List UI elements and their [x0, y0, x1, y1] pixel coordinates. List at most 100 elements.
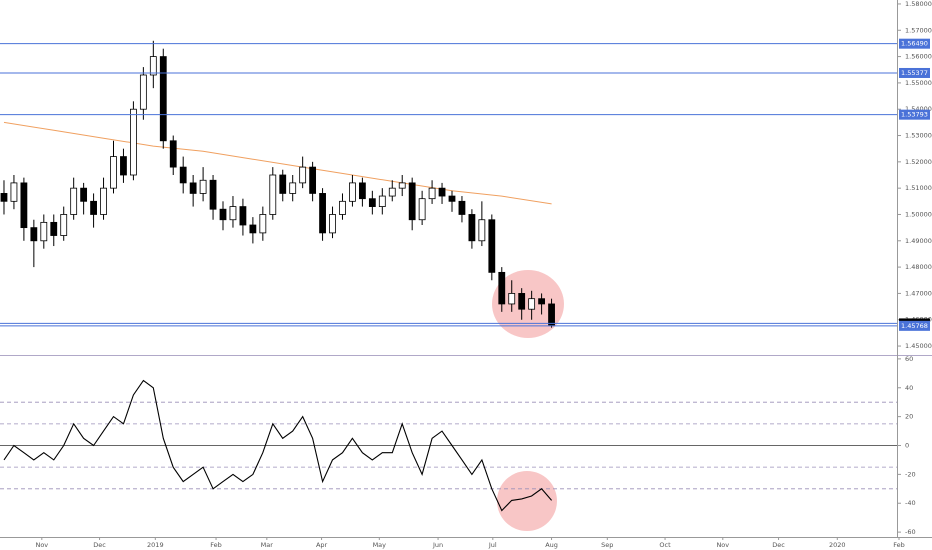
oscillator-line: [3, 379, 553, 512]
candle-body: [448, 195, 456, 202]
candle-body: [358, 182, 366, 200]
candle-body: [339, 200, 346, 215]
candle-body: [90, 200, 97, 215]
level-label: 1.45768: [901, 322, 928, 330]
x-tick-label: Sep: [601, 541, 613, 549]
y-tick-label: 1.52000: [905, 158, 932, 166]
y-tick-label: -60: [905, 528, 916, 536]
y-tick-label: 1.48000: [905, 263, 932, 271]
x-tick-label: Aug: [545, 541, 558, 549]
candle-body: [70, 187, 78, 215]
candle-body: [388, 187, 396, 197]
x-tick-label: Dec: [772, 541, 785, 549]
x-tick-label: Nov: [35, 541, 48, 549]
y-tick-label: -20: [905, 470, 916, 478]
candle-body: [130, 108, 137, 176]
candle-body: [498, 271, 506, 305]
candle-body: [60, 214, 68, 236]
candle-body: [468, 214, 476, 242]
candle-body: [329, 214, 336, 234]
candle-body: [508, 293, 516, 305]
candle-body: [289, 182, 297, 194]
candle-body: [368, 198, 376, 207]
y-tick-label: 1.47000: [905, 289, 932, 297]
candle-body: [319, 193, 326, 234]
y-tick-label: 1.57000: [905, 26, 932, 34]
y-tick-label: 60: [905, 355, 913, 363]
candle-body: [50, 221, 58, 236]
candle-body: [189, 182, 197, 194]
level-label: 1.53793: [901, 111, 928, 119]
candle-body: [249, 224, 257, 234]
candle-body: [219, 208, 227, 221]
candle-body: [279, 174, 287, 194]
y-tick-label: 1.53000: [905, 132, 932, 140]
y-tick-label: 0: [905, 442, 909, 450]
y-tick-label: 1.55000: [905, 79, 932, 87]
candle-body: [349, 182, 356, 202]
candle-body: [438, 187, 446, 197]
candle-body: [20, 182, 28, 229]
x-tick-label: May: [373, 541, 387, 549]
x-tick-label: Dec: [93, 541, 106, 549]
y-tick-label: -40: [905, 499, 916, 507]
candle-body: [299, 166, 307, 184]
x-tick-label: Mar: [261, 541, 274, 549]
y-tick-label: 1.45000: [905, 342, 932, 350]
y-tick-label: 20: [905, 413, 913, 421]
candle-body: [80, 187, 88, 202]
candle-body: [538, 298, 545, 305]
candle-body: [458, 200, 466, 215]
candle-body: [30, 227, 38, 242]
candle-body: [120, 156, 127, 176]
candle-body: [418, 198, 426, 221]
candle-body: [378, 195, 386, 207]
x-tick-label: 2019: [147, 541, 164, 549]
level-label-bg: [899, 38, 930, 49]
candle-body: [159, 56, 167, 142]
y-tick-label: 1.51000: [905, 184, 932, 192]
level-label-bg: [899, 67, 930, 78]
candle-body: [169, 140, 177, 168]
y-tick-label: 1.54000: [905, 105, 932, 113]
candle-body: [398, 182, 406, 189]
candle-body: [309, 166, 317, 194]
candle-body: [139, 74, 147, 110]
highlight-circle: [497, 471, 557, 531]
x-tick-label: Jun: [432, 541, 443, 549]
candle-body: [548, 303, 555, 326]
y-tick-label: 1.49000: [905, 237, 932, 245]
x-tick-label: Apr: [316, 541, 328, 549]
candle-body: [229, 206, 237, 221]
y-tick-label: 1.50000: [905, 210, 932, 218]
x-tick-label: Feb: [210, 541, 222, 549]
x-tick-label: Jul: [488, 541, 497, 549]
candle-body: [408, 182, 416, 221]
candle-body: [110, 156, 117, 189]
candle-body: [199, 179, 207, 194]
y-tick-label: 1.56000: [905, 53, 932, 61]
candle-body: [100, 187, 107, 215]
candle-body: [478, 219, 486, 242]
candle-body: [149, 56, 157, 76]
candle-body: [40, 221, 48, 242]
candle-body: [528, 298, 536, 310]
level-label-bg: [899, 109, 930, 120]
level-label-bg: [899, 320, 930, 331]
highlight-circle: [492, 270, 564, 338]
candle-body: [259, 214, 267, 234]
moving-average: [3, 121, 552, 205]
level-label: 1.55377: [901, 69, 928, 77]
x-tick-label: Oct: [659, 541, 671, 549]
candle-body: [179, 166, 187, 184]
candle-body: [0, 193, 8, 202]
x-tick-label: 2020: [829, 541, 846, 549]
candle-body: [10, 182, 18, 202]
y-tick-label: 1.58000: [905, 0, 932, 8]
candle-body: [428, 187, 436, 200]
candle-body: [488, 219, 496, 273]
candle-body: [269, 174, 277, 215]
candle-body: [239, 206, 247, 226]
